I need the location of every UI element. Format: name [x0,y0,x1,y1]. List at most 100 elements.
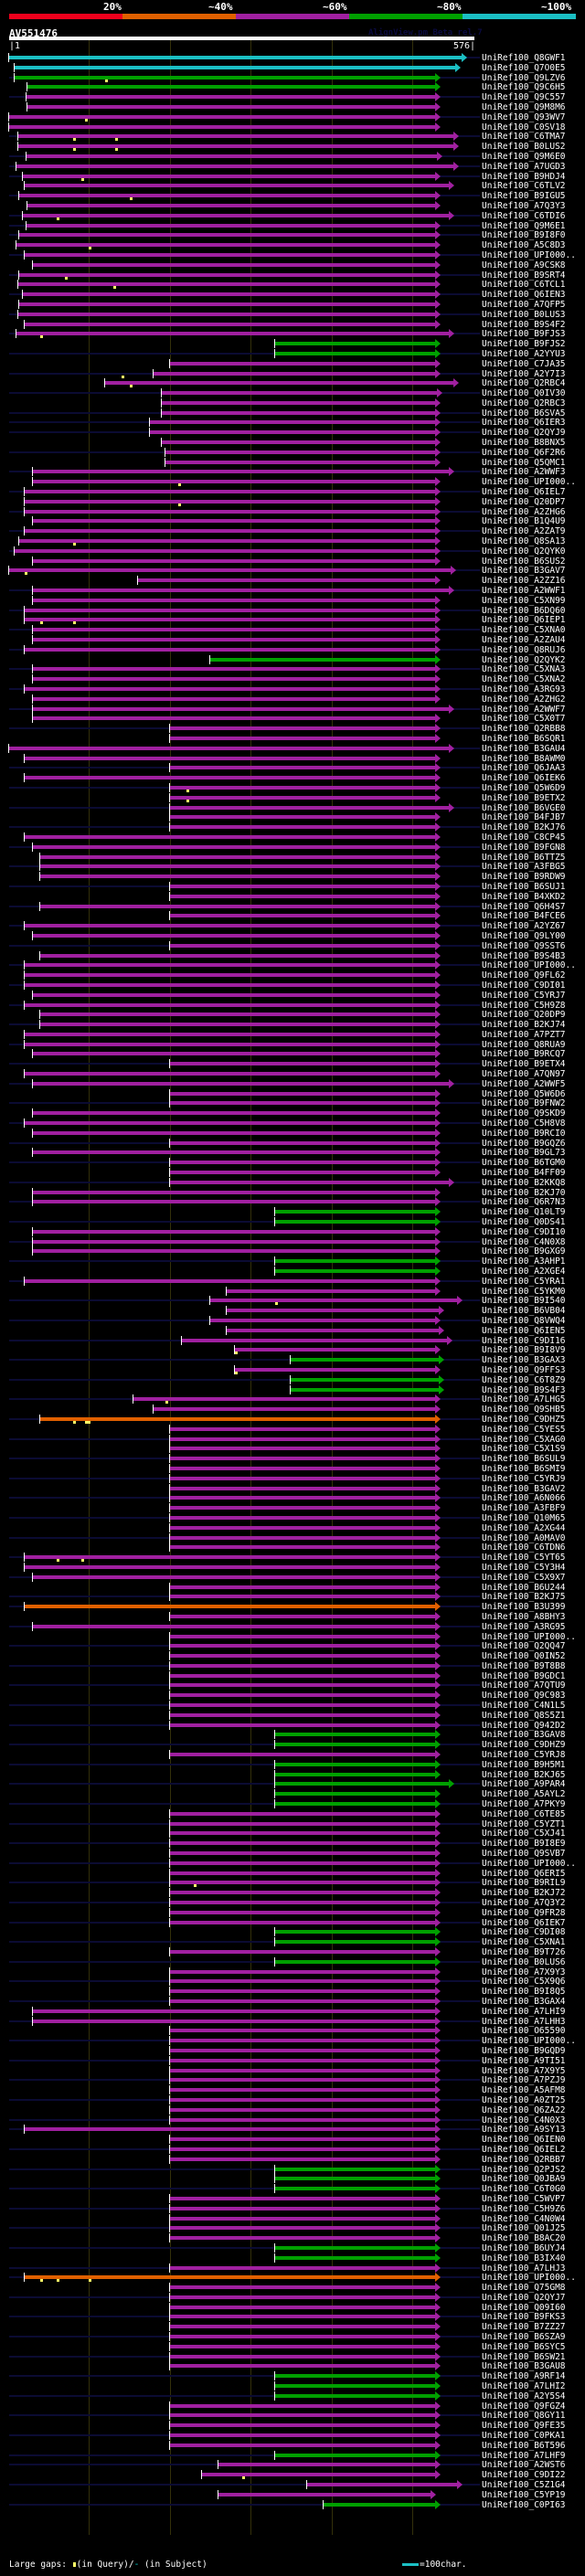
alignment-bar[interactable] [169,1426,435,1431]
alignment-bar[interactable] [32,2009,435,2013]
alignment-row[interactable]: UniRef100_C5YRJ8 [0,1750,585,1760]
alignment-bar[interactable] [169,1476,435,1480]
subject-label[interactable]: UniRef100_A2WST6 [482,2460,566,2471]
subject-label[interactable]: UniRef100_B2KJ74 [482,1020,566,1031]
alignment-row[interactable]: UniRef100_C5Y3H4 [0,1562,585,1573]
alignment-bar[interactable] [32,1111,435,1116]
alignment-bar[interactable] [169,2147,435,2151]
subject-label[interactable]: UniRef100_C6TDI6 [482,210,566,221]
alignment-row[interactable]: UniRef100_A9TI51 [0,2055,585,2066]
subject-label[interactable]: UniRef100_B3U399 [482,1602,566,1613]
subject-label[interactable]: UniRef100_A2WWF7 [482,704,566,715]
alignment-bar[interactable] [274,2187,435,2191]
alignment-bar[interactable] [169,2216,435,2221]
alignment-bar[interactable] [24,1121,435,1126]
alignment-bar[interactable] [169,2078,435,2083]
subject-label[interactable]: UniRef100_A7LHJ3 [482,2263,566,2274]
alignment-bar[interactable] [169,1950,435,1954]
alignment-row[interactable]: UniRef100_B9GQZ6 [0,1138,585,1149]
alignment-bar[interactable] [32,1130,435,1135]
subject-label[interactable]: UniRef100_A7LHI2 [482,2381,566,2392]
subject-label[interactable]: UniRef100_A2XGE4 [482,1267,566,1277]
alignment-bar[interactable] [307,2483,457,2487]
alignment-bar[interactable] [32,1052,435,1056]
alignment-bar[interactable] [169,766,435,770]
alignment-bar[interactable] [169,1910,435,1914]
alignment-row[interactable]: UniRef100_A2YYU3 [0,348,585,359]
alignment-bar[interactable] [169,1723,435,1727]
alignment-bar[interactable] [15,548,435,553]
alignment-bar[interactable] [169,1821,435,1826]
alignment-bar[interactable] [32,1229,435,1234]
alignment-bar[interactable] [19,272,435,277]
alignment-row[interactable]: UniRef100_B6SUL9 [0,1454,585,1464]
alignment-bar[interactable] [169,1161,435,1165]
subject-label[interactable]: UniRef100_C5X1S9 [482,1444,566,1455]
subject-label[interactable]: UniRef100_Q6IEN5 [482,1325,566,1336]
alignment-bar[interactable] [16,164,454,168]
subject-label[interactable]: UniRef100_B6DQ60 [482,605,566,616]
alignment-bar[interactable] [169,1457,435,1461]
alignment-row[interactable]: UniRef100_A2YZ67 [0,921,585,931]
alignment-bar[interactable] [24,618,435,622]
alignment-row[interactable]: UniRef100_C5XNA1 [0,1937,585,1947]
alignment-row[interactable]: UniRef100_A3FBG5 [0,862,585,872]
subject-label[interactable]: UniRef100_B2KJ72 [482,1888,566,1899]
subject-label[interactable]: UniRef100_Q9SHB5 [482,1405,566,1415]
alignment-row[interactable]: UniRef100_B9S4B3 [0,950,585,961]
alignment-row[interactable]: UniRef100_UPI000.. [0,1858,585,1869]
subject-label[interactable]: UniRef100_A5C8D3 [482,240,566,251]
alignment-bar[interactable] [274,1259,435,1264]
alignment-bar[interactable] [23,292,435,297]
alignment-row[interactable]: UniRef100_B0LUS6 [0,1956,585,1967]
subject-label[interactable]: UniRef100_A7PKY9 [482,1799,566,1810]
alignment-row[interactable]: UniRef100_C8CP45 [0,832,585,843]
alignment-bar[interactable] [274,2167,435,2171]
alignment-bar[interactable] [169,2335,435,2339]
alignment-bar[interactable] [274,1210,435,1214]
subject-label[interactable]: UniRef100_C0PI63 [482,2499,566,2510]
alignment-bar[interactable] [32,480,435,484]
alignment-row[interactable]: UniRef100_Q0IN52 [0,1651,585,1661]
subject-label[interactable]: UniRef100_Q8RUA9 [482,1039,566,1050]
alignment-bar[interactable] [169,2206,435,2210]
subject-label[interactable]: UniRef100_A9TI51 [482,2055,566,2066]
alignment-bar[interactable] [274,351,435,355]
subject-label[interactable]: UniRef100_A3FBF9 [482,1503,566,1514]
subject-label[interactable]: UniRef100_Q6IEP1 [482,615,566,626]
subject-label[interactable]: UniRef100_C5YZT1 [482,1818,566,1829]
alignment-row[interactable]: UniRef100_Q6ZA22 [0,2104,585,2115]
alignment-bar[interactable] [24,647,435,652]
subject-label[interactable]: UniRef100_UPI000.. [482,1631,576,1642]
alignment-row[interactable]: UniRef100_Q20DP7 [0,496,585,507]
alignment-bar[interactable] [169,2315,435,2319]
subject-label[interactable]: UniRef100_A7PZJ9 [482,2075,566,2086]
subject-label[interactable]: UniRef100_B9RDW9 [482,872,566,883]
alignment-bar[interactable] [40,1416,435,1421]
alignment-bar[interactable] [24,184,449,188]
alignment-row[interactable]: UniRef100_UPI000.. [0,1631,585,1642]
subject-label[interactable]: UniRef100_A0MAV0 [482,1532,566,1543]
alignment-row[interactable]: UniRef100_B9GL73 [0,1148,585,1158]
subject-label[interactable]: UniRef100_B9T8B8 [482,1660,566,1671]
alignment-row[interactable]: UniRef100_C9DHZ5 [0,1414,585,1425]
alignment-row[interactable]: UniRef100_Q0DS41 [0,1217,585,1227]
subject-label[interactable]: UniRef100_A8BHY3 [482,1611,566,1622]
subject-label[interactable]: UniRef100_B9RIL9 [482,1878,566,1889]
alignment-bar[interactable] [169,1860,435,1865]
alignment-row[interactable]: UniRef100_Q93WV7 [0,111,585,122]
subject-label[interactable]: UniRef100_C6TE85 [482,1808,566,1819]
alignment-row[interactable]: UniRef100_B6SUJ1 [0,881,585,892]
subject-label[interactable]: UniRef100_Q9FE35 [482,2421,566,2432]
subject-label[interactable]: UniRef100_A3AHP1 [482,1256,566,1267]
subject-label[interactable]: UniRef100_B9H5M1 [482,1759,566,1770]
alignment-bar[interactable] [32,1574,435,1579]
alignment-row[interactable]: UniRef100_Q6IEL7 [0,487,585,497]
alignment-row[interactable]: UniRef100_Q6IER3 [0,418,585,428]
alignment-row[interactable]: UniRef100_B6VGE0 [0,802,585,813]
alignment-row[interactable]: UniRef100_B9S4F3 [0,1384,585,1395]
subject-label[interactable]: UniRef100_Q5W6D6 [482,1088,566,1099]
alignment-bar[interactable] [137,578,435,583]
alignment-row[interactable]: UniRef100_B4XKD2 [0,891,585,902]
alignment-row[interactable]: UniRef100_C5XNA0 [0,625,585,635]
